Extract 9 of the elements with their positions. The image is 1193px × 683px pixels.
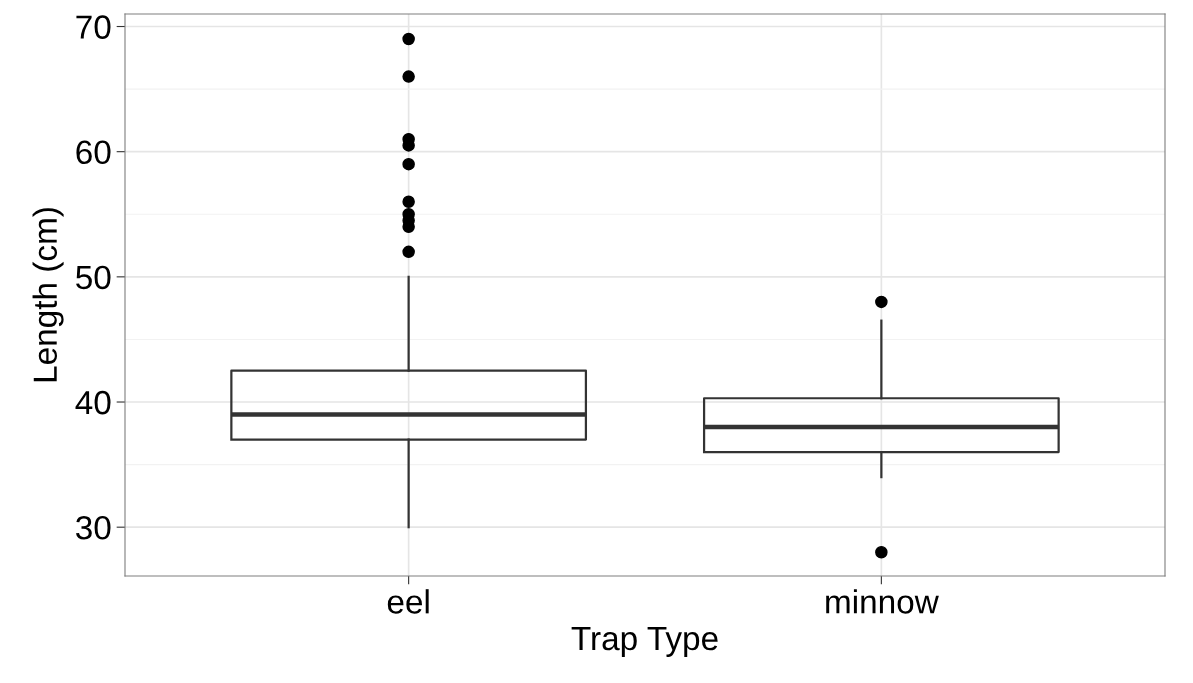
y-tick-label: 30 (76, 515, 111, 540)
y-tick-label: 40 (75, 390, 111, 415)
y-tick-label: 60 (76, 140, 111, 165)
y-axis-title: Length (cm) (32, 208, 64, 382)
y-tick-label: 70 (76, 15, 111, 39)
x-axis-title: Trap Type (571, 627, 718, 657)
y-tick-label: 50 (76, 265, 111, 290)
x-tick-label: minnow (826, 589, 939, 614)
x-tick-label: eel (387, 589, 429, 614)
